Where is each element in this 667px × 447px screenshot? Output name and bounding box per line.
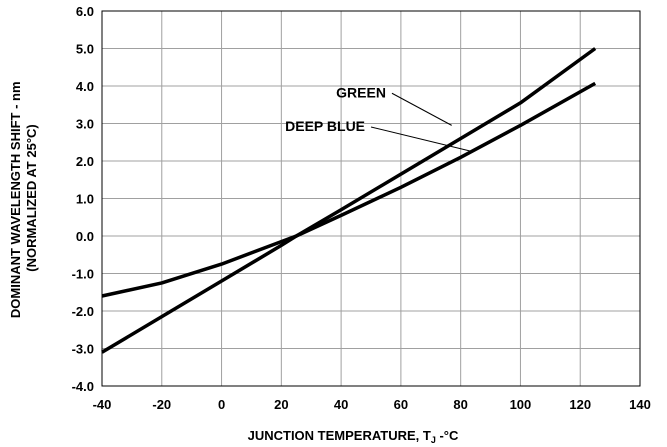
y-tick-label: 5.0 [76, 42, 94, 57]
x-tick-label: 140 [629, 397, 651, 412]
y-tick-label: 6.0 [76, 4, 94, 19]
x-tick-label: 100 [510, 397, 532, 412]
x-tick-label: -40 [93, 397, 112, 412]
leader-line-deep-blue [370, 126, 473, 153]
series-label-deep-blue: DEEP BLUE [285, 118, 365, 134]
annotation-layer: GREEN DEEP BLUE [285, 84, 473, 153]
y-tick-label: -2.0 [72, 304, 94, 319]
y-tick-label: 4.0 [76, 79, 94, 94]
x-tick-label: 120 [569, 397, 591, 412]
y-tick-label: -1.0 [72, 267, 94, 282]
y-axis-title: DOMINANT WAVELENGTH SHIFT - nm (NORMALIZ… [8, 78, 39, 318]
x-tick-label: 20 [274, 397, 288, 412]
x-tick-label: 40 [334, 397, 348, 412]
leader-line-green [391, 92, 452, 126]
x-tick-label: 0 [218, 397, 225, 412]
series-line-green [101, 47, 597, 354]
series-label-green: GREEN [336, 84, 386, 100]
x-tick-label: -20 [152, 397, 171, 412]
x-tick-label: 80 [453, 397, 467, 412]
y-tick-label: 2.0 [76, 154, 94, 169]
y-tick-label: 3.0 [76, 117, 94, 132]
series-layer [101, 47, 597, 354]
y-tick-label: 0.0 [76, 229, 94, 244]
x-tick-labels: -40 -20 0 20 40 60 80 100 120 140 [93, 397, 651, 412]
x-axis-title: JUNCTION TEMPERATURE, TJ -°C [248, 428, 459, 445]
y-axis-title-line1: DOMINANT WAVELENGTH SHIFT - nm [8, 81, 23, 318]
series-line-deep-blue [101, 81, 597, 298]
y-axis-title-line2: (NORMALIZED AT 25°C) [24, 124, 39, 271]
y-tick-labels: 6.0 5.0 4.0 3.0 2.0 1.0 0.0 -1.0 -2.0 -3.0 -4.0 [72, 4, 94, 394]
x-tick-label: 60 [394, 397, 408, 412]
grid [101, 10, 641, 387]
y-tick-label: -4.0 [72, 379, 94, 394]
y-tick-label: 1.0 [76, 192, 94, 207]
y-tick-label: -3.0 [72, 342, 94, 357]
plot-frame [101, 10, 641, 387]
